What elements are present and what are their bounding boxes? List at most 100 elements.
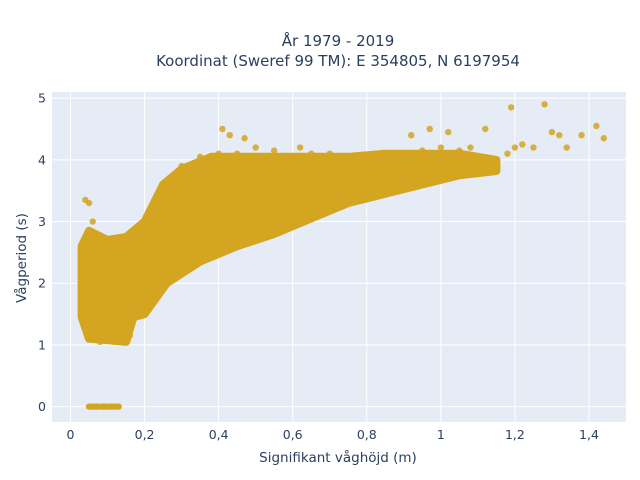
data-point — [456, 165, 463, 173]
data-point — [426, 125, 433, 133]
data-point — [600, 135, 607, 142]
data-point — [345, 153, 352, 160]
data-point — [400, 150, 408, 157]
data-point — [289, 218, 296, 225]
data-point — [382, 150, 389, 157]
data-points — [78, 101, 607, 410]
data-point — [308, 209, 315, 216]
data-point — [96, 338, 104, 346]
data-point — [126, 332, 133, 339]
data-point — [215, 150, 222, 157]
data-point — [508, 104, 515, 111]
point-cloud-density — [77, 149, 501, 346]
y-tick-label: 5 — [38, 91, 46, 106]
data-point — [382, 181, 389, 188]
data-point — [85, 335, 93, 342]
x-tick-label: 0,4 — [209, 427, 229, 442]
data-point — [178, 162, 185, 170]
y-tick-label: 3 — [38, 214, 46, 229]
data-point — [556, 131, 563, 139]
data-point — [437, 144, 445, 151]
data-point — [226, 131, 233, 139]
chart-title-line-1: År 1979 - 2019 — [282, 31, 395, 50]
data-point — [296, 144, 304, 151]
x-tick-label: 1,2 — [505, 427, 525, 442]
data-point — [289, 181, 296, 188]
data-point — [593, 122, 600, 130]
x-tick-label: 0,2 — [135, 427, 155, 442]
data-point — [308, 150, 315, 157]
data-point — [419, 147, 426, 154]
data-point — [270, 147, 278, 154]
data-point — [437, 168, 445, 176]
data-point — [270, 221, 278, 228]
data-point — [326, 199, 333, 207]
data-point — [252, 144, 259, 151]
x-axis-title: Signifikant våghöjd (m) — [259, 449, 417, 466]
data-point — [196, 153, 204, 160]
data-point — [219, 125, 226, 133]
data-point — [196, 252, 204, 259]
data-point — [111, 338, 119, 346]
data-point — [215, 187, 222, 194]
x-tick-label: 1,4 — [579, 427, 599, 442]
data-point — [122, 255, 130, 262]
data-point — [548, 128, 556, 136]
data-point — [541, 101, 548, 108]
chart-title-line-2: Koordinat (Sweref 99 TM): E 354805, N 61… — [156, 52, 520, 70]
data-point — [345, 193, 352, 201]
data-point — [141, 236, 148, 244]
data-point — [159, 218, 167, 225]
data-point — [363, 184, 370, 191]
data-point — [241, 135, 248, 142]
data-point — [474, 162, 482, 170]
data-point — [141, 280, 148, 287]
data-point — [89, 218, 96, 225]
tick-labels: 0 0,2 0,4 0,6 0,8 1 1,2 1,4 0 1 2 3 4 5 — [38, 91, 599, 442]
data-point — [519, 141, 526, 148]
data-point — [493, 156, 500, 164]
y-tick-label: 1 — [38, 337, 46, 352]
data-point — [326, 150, 333, 157]
x-tick-label: 1 — [437, 427, 445, 442]
data-point — [141, 307, 148, 315]
data-point — [82, 267, 89, 275]
data-point — [482, 125, 489, 133]
point-cloud — [77, 149, 501, 346]
data-point — [530, 144, 537, 151]
data-point — [252, 230, 259, 238]
data-point — [78, 310, 85, 318]
data-point — [159, 273, 167, 281]
x-tick-label: 0,6 — [283, 427, 303, 442]
data-point — [504, 150, 511, 157]
data-point — [563, 144, 570, 151]
data-point — [196, 193, 204, 201]
data-point — [289, 153, 296, 160]
data-point — [356, 187, 363, 194]
data-point — [511, 144, 519, 151]
data-point — [493, 162, 500, 170]
data-point — [363, 153, 370, 160]
data-point — [85, 199, 93, 207]
y-tick-label: 2 — [38, 276, 46, 291]
data-point — [400, 178, 408, 185]
data-point — [408, 131, 415, 139]
data-point — [326, 175, 333, 182]
data-point — [215, 246, 222, 253]
y-tick-label: 4 — [38, 152, 46, 167]
data-point — [467, 144, 474, 151]
data-point — [456, 147, 463, 154]
data-point — [122, 307, 130, 315]
x-tick-label: 0,8 — [357, 427, 377, 442]
data-point — [252, 181, 259, 188]
y-tick-label: 0 — [38, 399, 46, 414]
data-point — [233, 236, 241, 244]
data-point — [445, 128, 452, 136]
data-point — [233, 150, 241, 157]
data-point — [78, 295, 85, 302]
data-point — [178, 199, 185, 207]
data-point — [419, 175, 426, 182]
x-tick-label: 0 — [67, 427, 75, 442]
